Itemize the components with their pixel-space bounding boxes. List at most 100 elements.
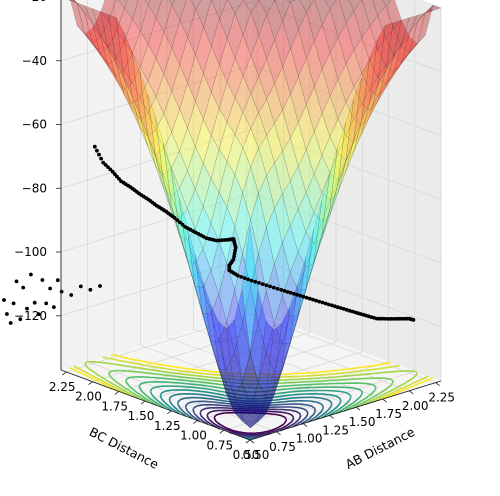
surface-patch — [210, 148, 228, 193]
surface-patch — [250, 413, 267, 429]
surface-patch — [353, 0, 371, 39]
surface-patch — [139, 80, 157, 114]
trajectory-point — [18, 317, 23, 322]
surface-patch — [329, 118, 347, 155]
trajectory-point — [399, 316, 404, 321]
surface-patch — [226, 351, 243, 398]
surface-patch — [155, 148, 172, 176]
surface-patch — [84, 12, 101, 56]
surface-patch — [202, 313, 220, 342]
trajectory-point — [394, 316, 399, 321]
surface-patch — [116, 79, 133, 104]
surface-patch — [290, 165, 307, 211]
surface-patch — [163, 3, 181, 49]
surface-patch — [123, 78, 141, 128]
surface-patch — [305, 173, 323, 214]
surface-patch — [289, 208, 307, 253]
trajectory-point — [97, 152, 101, 157]
surface-patch — [155, 166, 172, 197]
surface-patch — [186, 258, 204, 314]
y-tick-label: 2.25 — [49, 380, 76, 394]
surface-patch — [234, 0, 252, 36]
surface-patch — [266, 39, 283, 85]
surface-patch — [265, 367, 283, 414]
gridline-z — [60, 65, 442, 136]
y-axis-label: BC Distance — [87, 424, 162, 472]
surface-patch — [155, 157, 172, 211]
surface-patch — [273, 342, 291, 372]
trajectory-point — [32, 300, 37, 305]
y-tick-mark — [88, 381, 93, 385]
surface-patch — [171, 169, 188, 259]
surface-patch — [329, 36, 347, 80]
surface-patch — [329, 153, 347, 181]
surface-patch — [266, 322, 283, 373]
surface-patch — [226, 133, 244, 176]
surface-patch — [108, 48, 125, 95]
surface-patch — [409, 12, 426, 33]
trajectory-point — [323, 301, 328, 306]
surface-patch — [305, 235, 322, 290]
surface-patch — [203, 135, 220, 180]
trajectory-point — [402, 316, 406, 321]
surface-patch — [361, 89, 378, 111]
surface-patch — [147, 57, 165, 98]
trajectory-point — [178, 220, 182, 225]
trajectory-point — [88, 287, 93, 292]
surface-patch — [361, 0, 379, 27]
trajectory-point — [288, 290, 293, 295]
trajectory-point — [92, 144, 97, 149]
trajectory-point — [271, 285, 276, 290]
surface-patch — [313, 174, 330, 263]
surface-patch — [218, 261, 235, 323]
surface-patch — [250, 112, 267, 149]
trajectory-point — [2, 298, 6, 302]
trajectory-point — [314, 298, 318, 303]
surface-patch — [144, 0, 151, 6]
trajectory-point — [275, 286, 280, 291]
surface-patch — [377, 75, 394, 97]
surface-patch — [282, 93, 299, 139]
surface-patch — [273, 344, 291, 396]
trajectory-point — [8, 321, 13, 325]
surface-patch — [234, 147, 251, 194]
surface-patch — [393, 45, 410, 63]
back-pane-bc — [61, 0, 252, 370]
surface-patch — [100, 54, 117, 77]
surface-patch — [249, 383, 267, 423]
surface-patch — [321, 51, 339, 97]
surface-patch — [401, 22, 418, 64]
gridline-x — [246, 0, 436, 383]
surface-patch — [131, 110, 149, 137]
surface-patch — [329, 162, 346, 216]
z-tick-label: −60 — [22, 118, 47, 132]
trajectory-point — [253, 279, 258, 284]
trajectory-point — [172, 216, 177, 220]
surface-patch — [242, 165, 259, 221]
surface-patch — [290, 121, 307, 168]
surface-patch — [123, 82, 141, 104]
surface-patch — [115, 17, 133, 97]
surface-patch — [258, 58, 275, 100]
surface-patch — [250, 322, 267, 383]
surface-patch — [139, 43, 157, 82]
surface-patch — [100, 20, 117, 48]
surface-patch — [227, 0, 244, 15]
surface-patch — [210, 304, 227, 384]
trajectory-point — [380, 316, 385, 321]
surface-patch — [171, 150, 188, 190]
surface-patch — [203, 0, 220, 47]
trajectory-point — [285, 290, 290, 294]
surface-patch — [337, 141, 354, 194]
x-tick-mark — [435, 382, 440, 386]
trajectory-point — [232, 254, 237, 259]
trajectory-point — [95, 148, 99, 153]
gridline-z — [60, 192, 442, 264]
trajectory-point — [106, 165, 110, 170]
surface-patch — [324, 0, 337, 10]
surface-patch — [265, 370, 283, 399]
surface-patch — [163, 90, 180, 133]
surface-patch — [417, 10, 434, 23]
surface-patch — [306, 85, 323, 133]
surface-patch — [274, 242, 291, 297]
